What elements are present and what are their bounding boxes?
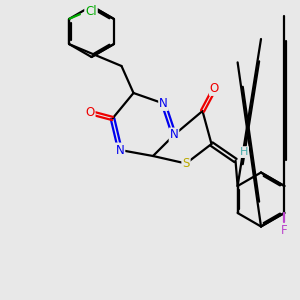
Text: O: O [210,82,219,95]
Text: O: O [85,106,94,119]
Text: S: S [182,157,190,170]
Text: F: F [281,224,288,238]
Text: N: N [169,128,178,142]
Text: N: N [116,143,124,157]
Text: H: H [240,147,248,157]
Text: N: N [159,97,168,110]
Text: Cl: Cl [85,5,97,18]
